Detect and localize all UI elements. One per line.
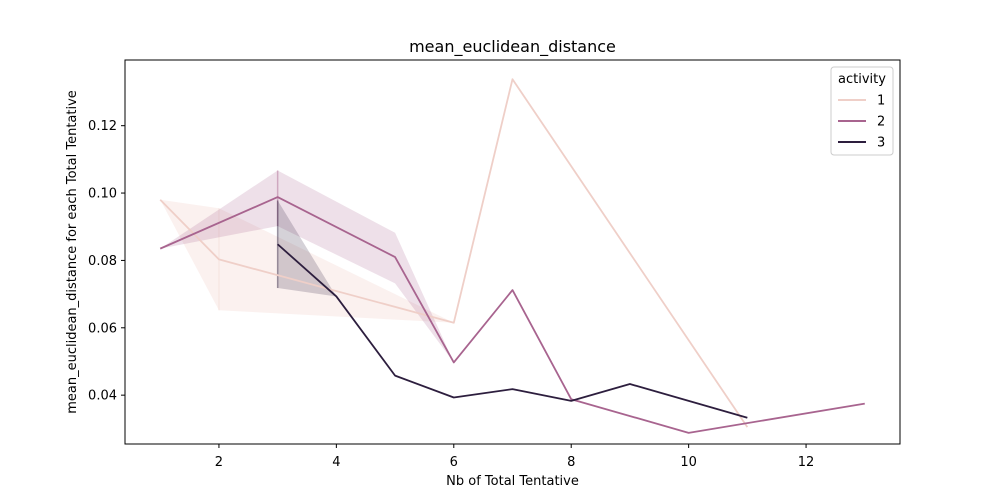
series-line-2: [159, 196, 865, 434]
confidence-bands: [160, 79, 865, 433]
y-tick-label: 0.04: [88, 389, 117, 404]
y-tick-label: 0.10: [88, 187, 117, 202]
series-lines: [159, 78, 865, 434]
x-tick-label: 8: [567, 455, 575, 470]
y-axis-ticks: 0.04 0.06 0.08 0.10 0.12: [88, 119, 125, 404]
y-axis-label: mean_euclidean_distance for each Total T…: [65, 90, 80, 414]
legend-box: [830, 66, 894, 156]
y-tick-label: 0.12: [88, 119, 117, 134]
x-tick-label: 4: [332, 455, 340, 470]
x-tick-label: 6: [450, 455, 458, 470]
legend-title: activity: [838, 72, 886, 87]
plot-area-frame: [124, 59, 901, 445]
x-tick-label: 10: [680, 455, 697, 470]
x-axis-label: Nb of Total Tentative: [446, 474, 579, 489]
x-tick-label: 2: [215, 455, 223, 470]
series-line-3: [277, 243, 748, 419]
x-tick-label: 12: [798, 455, 815, 470]
legend-label-1: 1: [877, 94, 885, 109]
series-line-1: [159, 78, 749, 428]
y-tick-label: 0.06: [88, 321, 117, 336]
chart-title: mean_euclidean_distance: [409, 37, 616, 57]
confidence-band-series-1: [160, 79, 748, 428]
legend-label-3: 3: [877, 136, 885, 151]
y-tick-label: 0.08: [88, 254, 117, 269]
legend-label-2: 2: [877, 115, 885, 130]
x-axis-ticks: 2 4 6 8 10 12: [215, 444, 815, 470]
legend: activity 1 2 3: [830, 66, 894, 156]
confidence-band-series-2: [160, 170, 865, 433]
